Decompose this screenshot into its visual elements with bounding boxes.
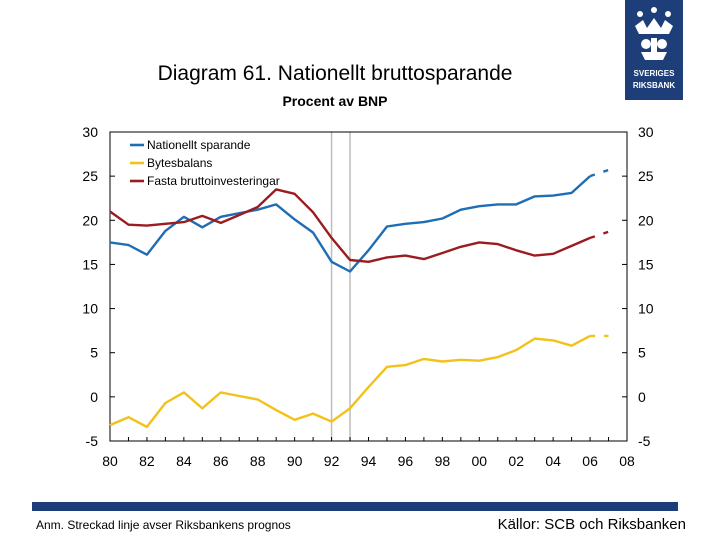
series-line-1	[109, 334, 591, 429]
logo-text-line1: SVERIGES	[634, 69, 676, 78]
x-tick-label: 82	[139, 453, 155, 469]
x-tick-label: 86	[213, 453, 229, 469]
x-tick-label: 96	[398, 453, 414, 469]
x-tick-label: 92	[324, 453, 340, 469]
y-tick-label-left: 5	[90, 345, 98, 361]
chart-subtitle: Procent av BNP	[282, 93, 388, 109]
series-layer	[109, 168, 609, 429]
legend-label-2: Fasta bruttoinvesteringar	[147, 174, 280, 188]
y-tick-label-right: 10	[638, 301, 654, 317]
y-tick-label-left: 20	[82, 212, 98, 228]
y-tick-label-right: -5	[638, 433, 651, 449]
y-tick-label-right: 0	[638, 389, 646, 405]
riksbank-logo: SVERIGES RIKSBANK	[625, 0, 683, 100]
legend-label-1: Bytesbalans	[147, 156, 212, 170]
x-tick-label: 84	[176, 453, 192, 469]
sources-label: Källor: SCB och Riksbanken	[497, 516, 686, 533]
y-tick-label-right: 15	[638, 256, 654, 272]
x-tick-label: 06	[582, 453, 598, 469]
y-tick-label-left: 25	[82, 168, 98, 184]
y-tick-label-left: 30	[82, 124, 98, 140]
y-tick-label-right: 5	[638, 345, 646, 361]
x-tick-label: 90	[287, 453, 303, 469]
logo-text-line2: RIKSBANK	[633, 81, 675, 90]
series-forecast-0	[589, 168, 609, 178]
legend: Nationellt sparande Bytesbalans Fasta brut…	[130, 138, 280, 188]
x-tick-label: 88	[250, 453, 266, 469]
x-tick-label: 08	[619, 453, 635, 469]
x-tick-label: 00	[471, 453, 487, 469]
forecast-note: Anm. Streckad linje avser Riksbankens pr…	[36, 518, 291, 532]
logo-emblem	[635, 7, 673, 60]
chart-title: Diagram 61. Nationellt bruttosparande	[157, 62, 513, 85]
x-tick-label: 98	[435, 453, 451, 469]
footer-bar	[32, 502, 678, 511]
y-tick-label-left: -5	[86, 433, 99, 449]
y-tick-label-right: 25	[638, 168, 654, 184]
x-tick-label: 80	[102, 453, 118, 469]
grid-layer	[330, 132, 351, 441]
y-tick-label-left: 15	[82, 256, 98, 272]
y-tick-label-left: 0	[90, 389, 98, 405]
series-forecast-2	[589, 230, 609, 240]
y-tick-label-left: 10	[82, 301, 98, 317]
legend-label-0: Nationellt sparande	[147, 138, 251, 152]
y-tick-label-right: 20	[638, 212, 654, 228]
series-line-2	[109, 188, 591, 263]
x-tick-label: 02	[508, 453, 524, 469]
x-tick-label: 94	[361, 453, 377, 469]
x-tick-label: 04	[545, 453, 561, 469]
y-tick-label-right: 30	[638, 124, 654, 140]
